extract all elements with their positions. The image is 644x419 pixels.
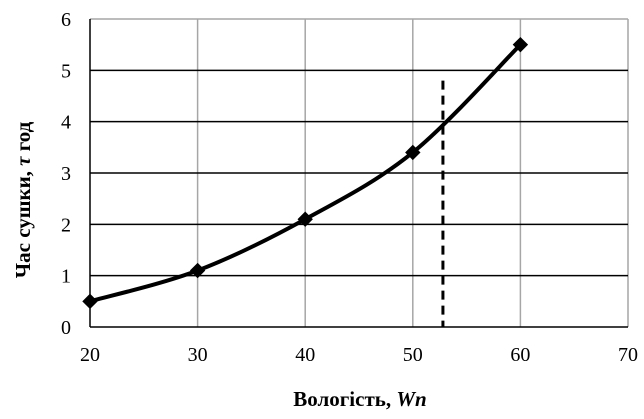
series bbox=[82, 36, 529, 310]
data-point-marker bbox=[82, 293, 98, 310]
x-tick-label: 40 bbox=[295, 344, 315, 366]
x-tick-label: 70 bbox=[618, 344, 638, 366]
data-point-marker bbox=[189, 262, 206, 279]
axes bbox=[89, 19, 628, 328]
y-tick-label: 5 bbox=[61, 60, 71, 82]
x-tick-label: 60 bbox=[510, 344, 530, 366]
y-tick-label: 3 bbox=[61, 163, 71, 185]
y-tick-label: 1 bbox=[61, 266, 71, 288]
data-point-marker bbox=[512, 36, 529, 53]
y-axis-title: Час сушки, τ год bbox=[11, 121, 35, 278]
y-tick-label: 4 bbox=[61, 112, 71, 134]
data-point-marker bbox=[405, 144, 421, 161]
tick-labels: 20 30 40 50 60 70 0 1 2 3 4 5 6 bbox=[61, 9, 638, 366]
y-tick-label: 2 bbox=[61, 214, 71, 236]
y-tick-label: 0 bbox=[61, 317, 71, 339]
x-tick-label: 30 bbox=[188, 344, 208, 366]
y-tick-label: 6 bbox=[61, 9, 71, 31]
x-axis-title: Вологість, Wn bbox=[293, 387, 426, 411]
x-tick-label: 20 bbox=[80, 344, 100, 366]
data-point-marker bbox=[297, 211, 313, 227]
x-tick-label: 50 bbox=[403, 344, 423, 366]
